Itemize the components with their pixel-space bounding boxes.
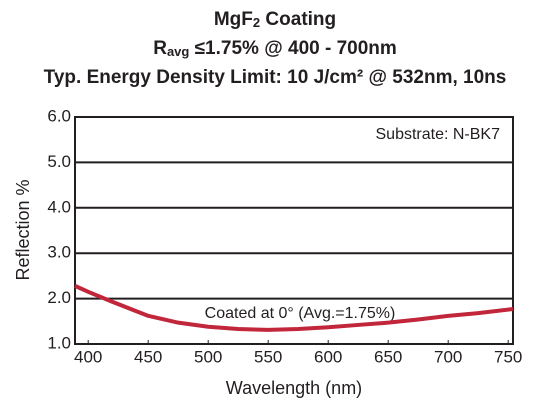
- title-segment: 2: [253, 15, 260, 30]
- chart-title: MgF2 Coating: [214, 9, 336, 30]
- x-tick-label: 500: [194, 347, 222, 366]
- x-tick-label: 750: [494, 347, 522, 366]
- x-tick-label: 650: [374, 347, 402, 366]
- y-tick-label: 2.0: [47, 288, 71, 307]
- y-axis-label: Reflection %: [13, 179, 33, 280]
- title-segment: MgF: [214, 9, 253, 30]
- x-axis-label: Wavelength (nm): [226, 378, 362, 398]
- chart-title: Typ. Energy Density Limit: 10 J/cm² @ 53…: [44, 67, 507, 88]
- x-tick-label: 400: [74, 347, 102, 366]
- chart-title: Ravg ≤1.75% @ 400 - 700nm: [153, 38, 397, 59]
- y-tick-label: 4.0: [47, 197, 71, 216]
- x-tick-label: 550: [254, 347, 282, 366]
- title-segment: Typ. Energy Density Limit: 10 J/cm² @ 53…: [44, 67, 507, 88]
- title-segment: Coating: [260, 9, 336, 30]
- annotation: Substrate: N-BK7: [376, 126, 501, 143]
- y-tick-label: 5.0: [47, 152, 71, 171]
- x-tick-label: 600: [314, 347, 342, 366]
- title-segment: avg: [167, 44, 189, 59]
- title-segment: R: [153, 38, 167, 59]
- y-tick-label: 1.0: [47, 333, 71, 352]
- x-tick-label: 450: [134, 347, 162, 366]
- x-tick-label: 700: [434, 347, 462, 366]
- annotation: Coated at 0° (Avg.=1.75%): [205, 305, 396, 322]
- y-tick-label: 3.0: [47, 243, 71, 262]
- data-line: [74, 284, 514, 332]
- y-tick-label: 6.0: [47, 106, 71, 125]
- plot-frame: [74, 116, 514, 345]
- title-segment: ≤1.75% @ 400 - 700nm: [189, 38, 396, 59]
